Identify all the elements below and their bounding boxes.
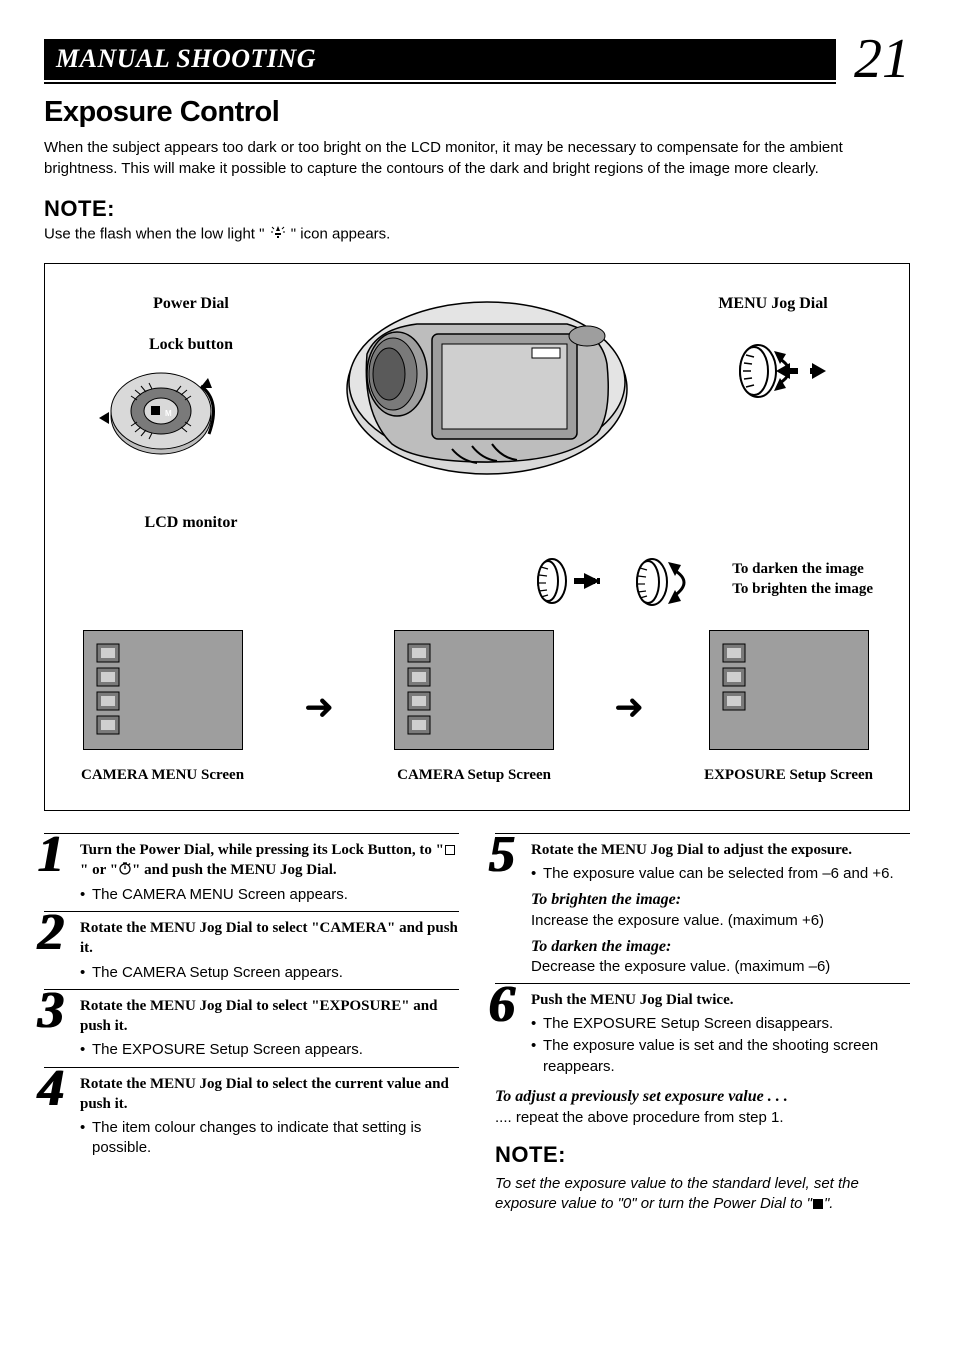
screen1-caption: CAMERA MENU Screen xyxy=(81,766,244,786)
step-1-action: Turn the Power Dial, while pressing its … xyxy=(80,840,459,881)
adjust-text-span: .... repeat the above procedure from ste… xyxy=(495,1109,784,1126)
step-3-result: The EXPOSURE Setup Screen appears. xyxy=(80,1040,459,1060)
step-number-5: 5 xyxy=(489,834,515,876)
square-outline-icon xyxy=(445,845,455,855)
banner-wrap: MANUAL SHOOTING xyxy=(44,39,836,84)
darken-label: To darken the image xyxy=(732,560,873,580)
step-6-action: Push the MENU Jog Dial twice. xyxy=(531,990,910,1010)
square-filled-icon xyxy=(813,1199,823,1209)
camera-setup-screen-icon xyxy=(394,630,554,750)
arrow-icon: ➜ xyxy=(304,684,334,731)
note-text-pre: Use the flash when the low light " xyxy=(44,226,264,243)
lcd-monitor-label: LCD monitor xyxy=(81,513,301,534)
adjust-text: .... repeat the above procedure from ste… xyxy=(495,1108,910,1128)
step-4-action: Rotate the MENU Jog Dial to select the c… xyxy=(80,1074,459,1115)
brighten-text: Increase the exposure value. (maximum +6… xyxy=(531,911,910,931)
note2-pre: To set the exposure value to the standar… xyxy=(495,1175,859,1212)
note-body: Use the flash when the low light " " ico… xyxy=(44,224,910,246)
step-3: 3 Rotate the MENU Jog Dial to select "EX… xyxy=(44,989,459,1061)
page-number: 21 xyxy=(854,36,910,84)
step-1: 1 Turn the Power Dial, while pressing it… xyxy=(44,833,459,905)
step-5: 5 Rotate the MENU Jog Dial to adjust the… xyxy=(495,833,910,977)
step1-pre: Turn the Power Dial, while pressing its … xyxy=(80,842,444,858)
lock-button-label: Lock button xyxy=(81,335,301,356)
adjust-heading: To adjust a previously set exposure valu… xyxy=(495,1087,910,1108)
camera-illustration xyxy=(337,294,637,484)
step-number-3: 3 xyxy=(38,990,64,1032)
step-6-result-1: The EXPOSURE Setup Screen disappears. xyxy=(531,1014,910,1034)
diagram-box: Power Dial Lock button M xyxy=(44,263,910,810)
steps-columns: 1 Turn the Power Dial, while pressing it… xyxy=(44,833,910,1214)
menu-jog-label: MENU Jog Dial xyxy=(673,294,873,315)
step-number-4: 4 xyxy=(38,1068,64,1110)
camera-menu-screen-icon xyxy=(83,630,243,750)
note2-body: To set the exposure value to the standar… xyxy=(495,1174,910,1215)
step-4: 4 Rotate the MENU Jog Dial to select the… xyxy=(44,1067,459,1159)
note-heading: NOTE: xyxy=(44,195,910,224)
step-number-6: 6 xyxy=(489,984,515,1026)
step-1-result: The CAMERA MENU Screen appears. xyxy=(80,885,459,905)
right-column: 5 Rotate the MENU Jog Dial to adjust the… xyxy=(495,833,910,1214)
low-light-icon xyxy=(269,224,287,246)
power-dial-illustration: M xyxy=(81,356,241,466)
step-number-2: 2 xyxy=(38,912,64,954)
step-6: 6 Push the MENU Jog Dial twice. The EXPO… xyxy=(495,983,910,1077)
brighten-label: To brighten the image xyxy=(732,580,873,600)
step-6-result-2: The exposure value is set and the shooti… xyxy=(531,1036,910,1077)
jog-rotate-icon xyxy=(624,550,714,610)
power-dial-label: Power Dial xyxy=(81,294,301,315)
dial-action-text: To darken the image To brighten the imag… xyxy=(732,560,873,599)
screens-row: CAMERA MENU Screen ➜ CAMERA Setup Screen… xyxy=(81,630,873,786)
left-column: 1 Turn the Power Dial, while pressing it… xyxy=(44,833,459,1214)
screen2-caption: CAMERA Setup Screen xyxy=(394,766,554,786)
page-title: Exposure Control xyxy=(44,94,910,132)
arrow-icon: ➜ xyxy=(614,684,644,731)
darken-heading: To darken the image: xyxy=(531,937,910,958)
step-5-result: The exposure value can be selected from … xyxy=(531,864,910,884)
dial-action-row: To darken the image To brighten the imag… xyxy=(81,550,873,610)
adjust-block: To adjust a previously set exposure valu… xyxy=(495,1087,910,1127)
step-2-action: Rotate the MENU Jog Dial to select "CAME… xyxy=(80,918,459,959)
diagram-right: MENU Jog Dial xyxy=(673,294,873,416)
step-5-action: Rotate the MENU Jog Dial to adjust the e… xyxy=(531,840,910,860)
diagram-center xyxy=(301,294,673,484)
screen-1: CAMERA MENU Screen xyxy=(81,630,244,786)
screen-3: EXPOSURE Setup Screen xyxy=(704,630,873,786)
note-text-post: " icon appears. xyxy=(291,226,391,243)
step-number-1: 1 xyxy=(38,834,64,876)
exposure-setup-screen-icon xyxy=(709,630,869,750)
step1-post: " and push the MENU Jog Dial. xyxy=(132,862,337,878)
step-4-result: The item colour changes to indicate that… xyxy=(80,1118,459,1159)
step-2-result: The CAMERA Setup Screen appears. xyxy=(80,963,459,983)
note2-heading: NOTE: xyxy=(495,1141,910,1170)
step-3-action: Rotate the MENU Jog Dial to select "EXPO… xyxy=(80,996,459,1037)
step-2: 2 Rotate the MENU Jog Dial to select "CA… xyxy=(44,911,459,983)
header-rule xyxy=(44,82,836,84)
page-header: MANUAL SHOOTING 21 xyxy=(44,36,910,84)
timer-icon xyxy=(118,861,132,881)
diagram-left: Power Dial Lock button M xyxy=(81,294,301,533)
brighten-heading: To brighten the image: xyxy=(531,890,910,911)
step1-mid: " or " xyxy=(80,862,118,878)
screen-2: CAMERA Setup Screen xyxy=(394,630,554,786)
note2-post: ". xyxy=(824,1195,834,1212)
jog-left-icon xyxy=(526,551,606,609)
svg-text:M: M xyxy=(165,409,172,418)
screen3-caption: EXPOSURE Setup Screen xyxy=(704,766,873,786)
intro-text: When the subject appears too dark or too… xyxy=(44,137,910,179)
darken-text: Decrease the exposure value. (maximum –6… xyxy=(531,957,910,977)
jog-dial-illustration xyxy=(718,329,828,409)
section-banner: MANUAL SHOOTING xyxy=(44,39,836,80)
